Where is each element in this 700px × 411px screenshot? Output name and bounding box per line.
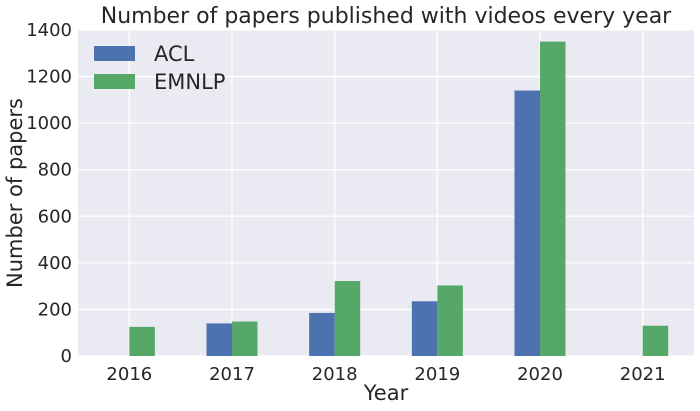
y-tick-labels: 0 200 400 600 800 1000 1200 1400	[26, 20, 72, 367]
bar-acl-2020	[514, 90, 540, 357]
x-tick-labels: 2016 2017 2018 2019 2020 2021	[106, 364, 665, 385]
bar-acl-2017	[206, 323, 232, 356]
y-tick-label: 1400	[26, 20, 72, 41]
y-tick-label: 0	[61, 346, 72, 367]
x-tick-label: 2020	[517, 364, 563, 385]
legend-swatch-acl	[94, 46, 135, 61]
x-tick-label: 2016	[106, 364, 152, 385]
y-tick-label: 400	[38, 253, 72, 274]
bar-acl-2019	[411, 301, 438, 356]
legend: ACL EMNLP	[94, 42, 225, 94]
y-tick-label: 1200	[26, 67, 72, 88]
bar-emnlp-2018	[334, 281, 361, 356]
x-tick-label: 2018	[312, 364, 358, 385]
x-tick-label: 2017	[209, 364, 255, 385]
y-tick-label: 600	[38, 206, 72, 227]
y-tick-label: 800	[38, 160, 72, 181]
bar-emnlp-2021	[642, 325, 669, 356]
bar-emnlp-2017	[232, 321, 258, 356]
y-tick-label: 200	[38, 299, 72, 320]
y-axis-label: Number of papers	[3, 98, 27, 288]
legend-label-emnlp: EMNLP	[154, 70, 225, 94]
x-tick-label: 2019	[414, 364, 460, 385]
bars	[129, 41, 669, 357]
bar-acl-2018	[309, 312, 335, 356]
legend-label-acl: ACL	[154, 42, 195, 66]
chart-title: Number of papers published with videos e…	[101, 4, 672, 29]
plot-area-background	[78, 30, 694, 356]
bar-emnlp-2019	[437, 285, 463, 356]
x-axis-label: Year	[363, 381, 409, 405]
x-tick-label: 2021	[620, 364, 666, 385]
bar-emnlp-2016	[129, 326, 155, 356]
bar-emnlp-2020	[540, 41, 566, 357]
legend-swatch-emnlp	[94, 74, 135, 89]
y-tick-label: 1000	[26, 113, 72, 134]
